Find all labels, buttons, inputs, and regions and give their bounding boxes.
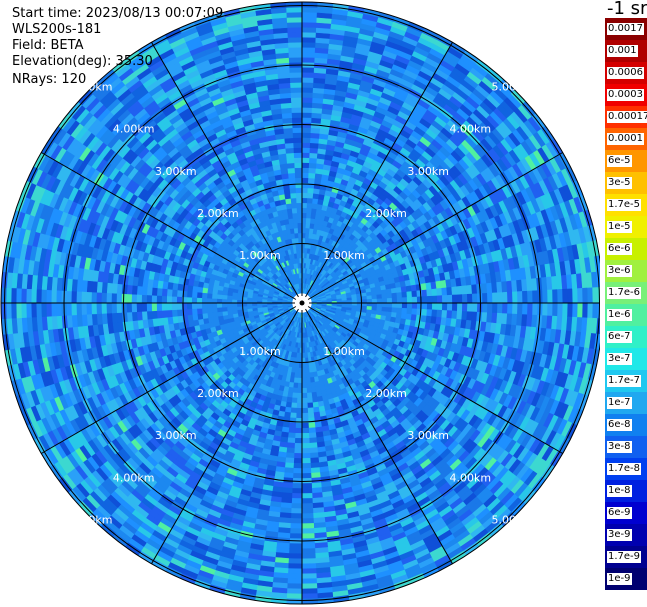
colorbar-bin-18: 6e-8 [605, 414, 647, 436]
radar-origin-marker [295, 296, 309, 310]
colorbar-label-23: 3e-9 [607, 529, 632, 541]
elevation-text: Elevation(deg): 35.30 [12, 54, 153, 69]
colorbar-label-24: 1.7e-9 [607, 551, 642, 563]
start-time-text: Start time: 2023/08/13 00:07:09 [12, 6, 224, 21]
colorbar-unit-label: -1 sr [607, 0, 647, 19]
colorbar-bin-1: 0.001 [605, 40, 647, 62]
colorbar-label-13: 1e-6 [607, 309, 632, 321]
spoke-240deg [41, 302, 303, 454]
colorbar-label-2: 0.0006 [607, 67, 644, 79]
colorbar-bin-14: 6e-7 [605, 326, 647, 348]
ring-label-3km-1: 3.00km [407, 165, 449, 178]
field-text: Field: BETA [12, 38, 84, 53]
colorbar-label-10: 6e-6 [607, 243, 632, 255]
colorbar-bin-25: 1e-9 [605, 568, 647, 590]
spoke-120deg [301, 302, 563, 454]
colorbar-bin-13: 1e-6 [605, 304, 647, 326]
ring-label-4km-2: 4.00km [113, 471, 155, 484]
ring-label-3km-3: 3.00km [407, 429, 449, 442]
colorbar-label-1: 0.001 [607, 45, 638, 57]
colorbar-bin-8: 1.7e-5 [605, 194, 647, 216]
colorbar-bin-0: 0.0017 [605, 18, 647, 40]
colorbar-bin-17: 1e-7 [605, 392, 647, 414]
colorbar-label-12: 1.7e-6 [607, 287, 642, 299]
ring-label-1km-1: 1.00km [323, 249, 365, 262]
spoke-30deg [301, 42, 453, 304]
colorbar-label-5: 0.0001 [607, 133, 644, 145]
colorbar-bin-6: 6e-5 [605, 150, 647, 172]
colorbar-bin-3: 0.0003 [605, 84, 647, 106]
colorbar-bin-11: 3e-6 [605, 260, 647, 282]
ring-label-2km-0: 2.00km [197, 207, 239, 220]
ring-label-5km-1: 5.00km [492, 81, 534, 94]
colorbar-bin-16: 1.7e-7 [605, 370, 647, 392]
colorbar-label-14: 6e-7 [607, 331, 632, 343]
colorbar-label-4: 0.00017 [607, 111, 647, 123]
ring-label-5km-2: 5.00km [71, 513, 113, 526]
colorbar-bin-5: 0.0001 [605, 128, 647, 150]
colorbar-label-9: 1e-5 [607, 221, 632, 233]
colorbar-label-19: 3e-8 [607, 441, 632, 453]
ring-label-2km-2: 2.00km [197, 387, 239, 400]
ring-label-1km-2: 1.00km [239, 345, 281, 358]
colorbar-label-0: 0.0017 [607, 23, 644, 35]
colorbar-label-17: 1e-7 [607, 397, 632, 409]
colorbar-label-25: 1e-9 [607, 573, 632, 585]
colorbar-bin-21: 1e-8 [605, 480, 647, 502]
nrays-text: NRays: 120 [12, 72, 87, 87]
ring-label-5km-3: 5.00km [492, 513, 534, 526]
colorbar-bin-10: 6e-6 [605, 238, 647, 260]
colorbar-label-20: 1.7e-8 [607, 463, 642, 475]
ring-label-2km-1: 2.00km [365, 207, 407, 220]
colorbar-label-21: 1e-8 [607, 485, 632, 497]
ring-label-3km-0: 3.00km [155, 165, 197, 178]
colorbar-label-11: 3e-6 [607, 265, 632, 277]
azimuth-spokes [1, 2, 600, 604]
colorbar-bin-9: 1e-5 [605, 216, 647, 238]
colorbar-label-16: 1.7e-7 [607, 375, 642, 387]
ring-label-1km-0: 1.00km [239, 249, 281, 262]
colorbar-bin-12: 1.7e-6 [605, 282, 647, 304]
ppi-scan: 1.00km 1.00km 1.00km 1.00km 2.00km 2.00km 2.00… [0, 1, 600, 605]
colorbar-bin-20: 1.7e-8 [605, 458, 647, 480]
colorbar-bin-22: 6e-9 [605, 502, 647, 524]
ring-label-3km-2: 3.00km [155, 429, 197, 442]
spoke-150deg [301, 302, 453, 564]
range-ring-labels: 1.00km 1.00km 1.00km 1.00km 2.00km 2.00km 2.00… [71, 81, 533, 527]
colorbar-label-8: 1.7e-5 [607, 199, 642, 211]
colorbar-bin-23: 3e-9 [605, 524, 647, 546]
colorbar-label-7: 3e-5 [607, 177, 632, 189]
device-name-text: WLS200s-181 [12, 22, 102, 37]
colorbar-label-15: 3e-7 [607, 353, 632, 365]
colorbar-bin-2: 0.0006 [605, 62, 647, 84]
colorbar-bin-24: 1.7e-9 [605, 546, 647, 568]
colorbar-label-22: 6e-9 [607, 507, 632, 519]
ring-label-1km-3: 1.00km [323, 345, 365, 358]
ring-label-2km-3: 2.00km [365, 387, 407, 400]
ring-label-4km-3: 4.00km [450, 471, 492, 484]
colorbar-label-18: 6e-8 [607, 419, 632, 431]
colorbar-bin-7: 3e-5 [605, 172, 647, 194]
colorbar-bin-15: 3e-7 [605, 348, 647, 370]
colorbar-bin-4: 0.00017 [605, 106, 647, 128]
colorbar-label-3: 0.0003 [607, 89, 644, 101]
spoke-60deg [301, 152, 563, 304]
ring-label-4km-0: 4.00km [113, 123, 155, 136]
spoke-330deg [151, 42, 303, 304]
colorbar-label-6: 6e-5 [607, 155, 632, 167]
spoke-300deg [41, 152, 303, 304]
ring-label-5km-0: 5.00km [71, 81, 113, 94]
spoke-210deg [151, 302, 303, 564]
colorbar-bin-19: 3e-8 [605, 436, 647, 458]
ring-label-4km-1: 4.00km [450, 123, 492, 136]
